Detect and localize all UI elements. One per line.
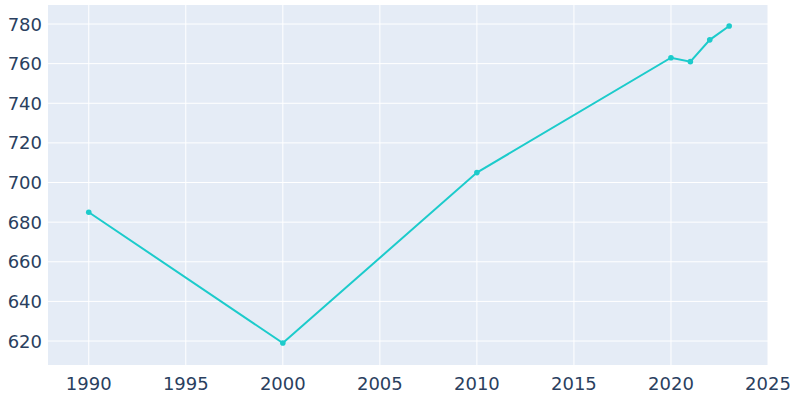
x-grid-line bbox=[768, 5, 769, 365]
x-tick-label: 2005 bbox=[357, 373, 403, 394]
chart: 1990 1995 2000 2005 2010 2015 2020 2025 620 640 66… bbox=[0, 0, 800, 400]
x-tick-label: 2020 bbox=[648, 373, 694, 394]
y-grid-line bbox=[48, 301, 768, 302]
marker bbox=[86, 209, 92, 215]
x-grid-line bbox=[282, 5, 283, 365]
plot-background bbox=[48, 5, 768, 365]
x-tick-label: 1995 bbox=[163, 373, 209, 394]
marker bbox=[707, 37, 713, 43]
plot-area bbox=[86, 23, 732, 346]
y-tick-label: 760 bbox=[8, 53, 42, 74]
x-tick-label: 1990 bbox=[66, 373, 112, 394]
y-grid-line bbox=[48, 261, 768, 262]
x-grid-line bbox=[379, 5, 380, 365]
x-tick-label: 2015 bbox=[551, 373, 597, 394]
y-grid-line bbox=[48, 222, 768, 223]
y-grid-line bbox=[48, 103, 768, 104]
line bbox=[89, 26, 729, 343]
marker bbox=[280, 340, 286, 346]
y-grid-line bbox=[48, 142, 768, 143]
y-grid-line bbox=[48, 182, 768, 183]
x-tick-label: 2000 bbox=[260, 373, 306, 394]
y-grid-line bbox=[48, 24, 768, 25]
x-grid-line bbox=[185, 5, 186, 365]
x-grid-line bbox=[88, 5, 89, 365]
marker bbox=[668, 55, 674, 61]
chart-container: 1990 1995 2000 2005 2010 2015 2020 2025 620 640 66… bbox=[0, 0, 800, 400]
y-tick-label: 680 bbox=[8, 212, 42, 233]
x-grid-line bbox=[476, 5, 477, 365]
marker bbox=[688, 59, 694, 65]
x-tick-label: 2010 bbox=[454, 373, 500, 394]
marker bbox=[474, 170, 480, 176]
y-tick-label: 740 bbox=[8, 93, 42, 114]
y-tick-label: 720 bbox=[8, 132, 42, 153]
y-tick-label: 620 bbox=[8, 331, 42, 352]
y-tick-label: 700 bbox=[8, 172, 42, 193]
y-tick-label: 660 bbox=[8, 251, 42, 272]
x-grid-line bbox=[573, 5, 574, 365]
x-tick-label: 2025 bbox=[745, 373, 791, 394]
y-grid-line bbox=[48, 341, 768, 342]
y-tick-label: 780 bbox=[8, 14, 42, 35]
y-tick-label: 640 bbox=[8, 291, 42, 312]
marker bbox=[726, 23, 732, 29]
